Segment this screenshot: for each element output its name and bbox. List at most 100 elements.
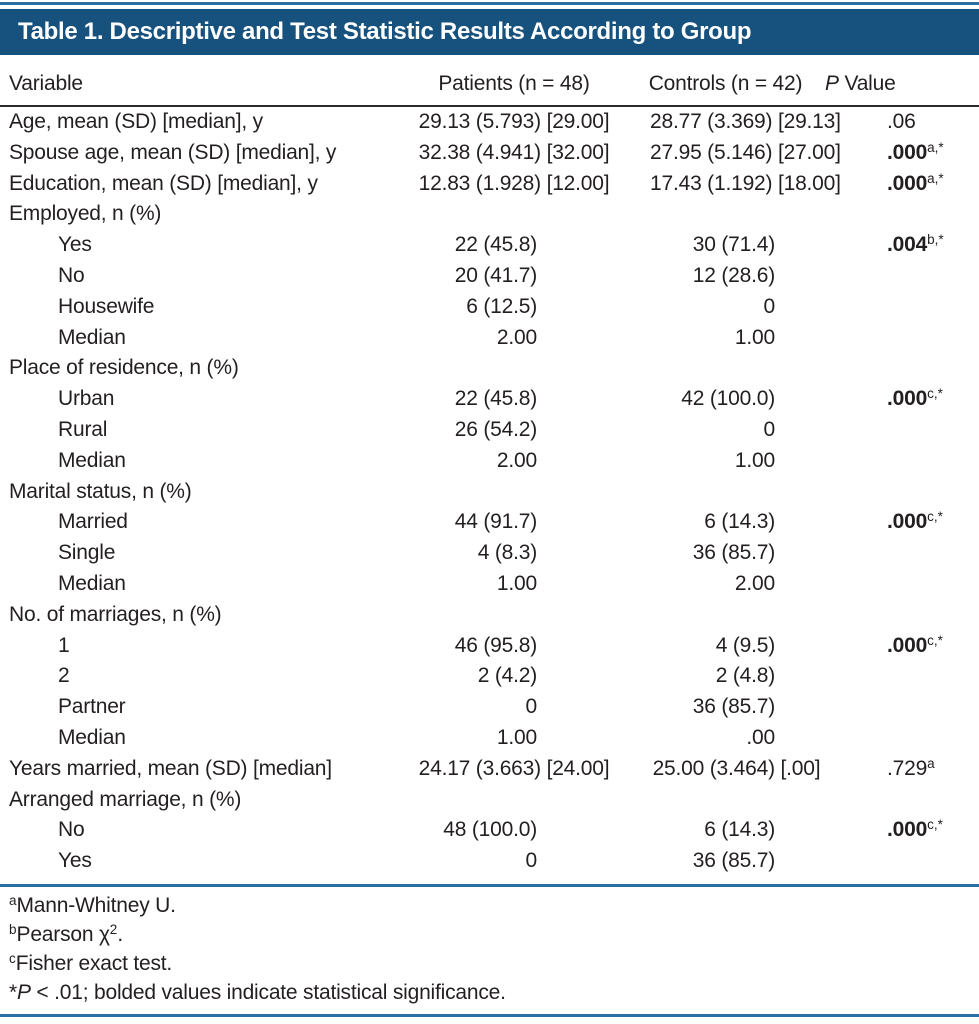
table-row: Arranged marriage, n (%) <box>0 785 979 816</box>
pvalue-cell <box>823 415 979 446</box>
variable-cell: 2 <box>58 664 70 688</box>
pvalue-cell <box>823 723 979 754</box>
table-row: Place of residence, n (%) <box>0 353 979 384</box>
pvalue-text: .000 <box>887 818 928 842</box>
table-row: Married 44 (91.7) 6 (14.3) .000c,* <box>0 507 979 538</box>
table-row: Yes 0 36 (85.7) <box>0 846 979 877</box>
variable-cell: No <box>58 818 85 842</box>
patients-cell: 24.17 (3.663) [24.00] <box>418 756 610 780</box>
variable-cell: No. of marriages, n (%) <box>9 602 222 626</box>
table-row: Median 1.00 2.00 <box>0 569 979 600</box>
controls-cell: 36 (85.7) <box>692 541 775 565</box>
patients-cell: 46 (95.8) <box>454 633 537 657</box>
header-pvalue: P Value <box>823 72 979 96</box>
pvalue-superscript: c,* <box>927 817 943 833</box>
pvalue-cell: .000c,* <box>823 631 979 664</box>
table-row: Age, mean (SD) [median], y 29.13 (5.793)… <box>0 107 979 138</box>
controls-cell: 12 (28.6) <box>692 263 775 287</box>
patients-cell: 32.38 (4.941) [32.00] <box>418 140 610 164</box>
patients-cell: 1.00 <box>496 571 537 595</box>
footnote-text: Pearson χ <box>16 922 110 946</box>
table-row: Spouse age, mean (SD) [median], y 32.38 … <box>0 138 979 169</box>
pvalue-cell <box>823 600 979 631</box>
footnotes: aMann-Whitney U. bPearson χ2. cFisher exac… <box>0 887 979 1007</box>
table-row: 2 2 (4.2) 2 (4.8) <box>0 661 979 692</box>
controls-cell <box>628 353 823 384</box>
pvalue-cell <box>823 323 979 354</box>
variable-cell: No <box>58 263 85 287</box>
variable-cell: Housewife <box>58 294 155 318</box>
patients-cell: 4 (8.3) <box>477 541 537 565</box>
footnote-superscript: b <box>9 921 17 937</box>
table-row: Marital status, n (%) <box>0 477 979 508</box>
variable-cell: Years married, mean (SD) [median] <box>9 756 332 780</box>
controls-cell: 36 (85.7) <box>692 695 775 719</box>
table-row: No. of marriages, n (%) <box>0 600 979 631</box>
table-title: Table 1. Descriptive and Test Statistic … <box>18 18 752 45</box>
pvalue-cell <box>823 477 979 508</box>
controls-cell: 17.43 (1.192) [18.00] <box>650 171 841 195</box>
controls-cell <box>628 199 823 230</box>
controls-cell: 42 (100.0) <box>681 387 775 411</box>
pvalue-cell: .000c,* <box>823 815 979 848</box>
table-row: Partner 0 36 (85.7) <box>0 692 979 723</box>
footnote-text: . <box>117 922 123 946</box>
table-row: Median 1.00 .00 <box>0 723 979 754</box>
table-row: Employed, n (%) <box>0 199 979 230</box>
table-row: Median 2.00 1.00 <box>0 446 979 477</box>
pvalue-superscript: a <box>927 755 935 771</box>
variable-cell: Median <box>58 325 126 349</box>
variable-cell: Spouse age, mean (SD) [median], y <box>9 140 337 164</box>
patients-cell: 22 (45.8) <box>454 387 537 411</box>
footnote-superscript: 2 <box>109 921 118 937</box>
pvalue-cell: .000c,* <box>823 384 979 417</box>
pvalue-cell: .000a,* <box>823 138 979 171</box>
variable-cell: Urban <box>58 387 115 411</box>
pvalue-cell: .729a <box>823 754 979 787</box>
pvalue-superscript: b,* <box>927 232 944 248</box>
variable-cell: 1 <box>58 633 70 657</box>
patients-cell: 48 (100.0) <box>443 818 537 842</box>
patients-cell: 22 (45.8) <box>454 233 537 257</box>
pvalue-superscript: a,* <box>927 170 944 186</box>
pvalue-superscript: c,* <box>927 509 943 525</box>
pvalue-cell: .000a,* <box>823 169 979 202</box>
pvalue-cell: .06 <box>823 107 979 140</box>
pvalue-cell <box>823 569 979 600</box>
controls-cell <box>628 600 823 631</box>
controls-cell: 28.77 (3.369) [29.13] <box>650 110 841 133</box>
top-rule <box>0 2 979 5</box>
pvalue-superscript: c,* <box>927 386 943 402</box>
patients-cell: 1.00 <box>496 725 537 749</box>
pvalue-text: .000 <box>887 510 928 534</box>
footnote: cFisher exact test. <box>9 949 979 978</box>
controls-cell: 36 (85.7) <box>692 849 775 873</box>
header-variable: Variable <box>9 72 83 95</box>
patients-cell: 0 <box>525 695 538 719</box>
patients-cell: 20 (41.7) <box>454 263 537 287</box>
patients-cell: 6 (12.5) <box>466 294 537 318</box>
patients-cell: 26 (54.2) <box>454 417 537 441</box>
variable-cell: Median <box>58 571 126 595</box>
footnote-text: * <box>9 980 17 1004</box>
patients-cell: 12.83 (1.928) [12.00] <box>418 171 610 195</box>
controls-cell: 1.00 <box>734 325 775 349</box>
footnote-text: Fisher exact test. <box>15 951 173 975</box>
pvalue-text: .729 <box>887 756 928 780</box>
pvalue-text: .000 <box>887 387 928 411</box>
variable-cell: Education, mean (SD) [median], y <box>9 171 318 195</box>
variable-cell: Median <box>58 725 126 749</box>
footnote-text: P <box>16 980 31 1004</box>
header-pvalue-p: P <box>825 72 839 95</box>
header-rule <box>0 105 979 107</box>
table-body: Age, mean (SD) [median], y 29.13 (5.793)… <box>0 107 979 877</box>
table-row: Single 4 (8.3) 36 (85.7) <box>0 538 979 569</box>
table-row: No 48 (100.0) 6 (14.3) .000c,* <box>0 815 979 846</box>
header-controls: Controls (n = 42) <box>648 72 803 95</box>
patients-cell: 2 (4.2) <box>477 664 537 688</box>
pvalue-text: .000 <box>887 140 928 164</box>
pvalue-cell <box>823 846 979 877</box>
pvalue-cell <box>823 292 979 323</box>
variable-cell: Median <box>58 448 126 472</box>
pvalue-cell <box>823 353 979 384</box>
